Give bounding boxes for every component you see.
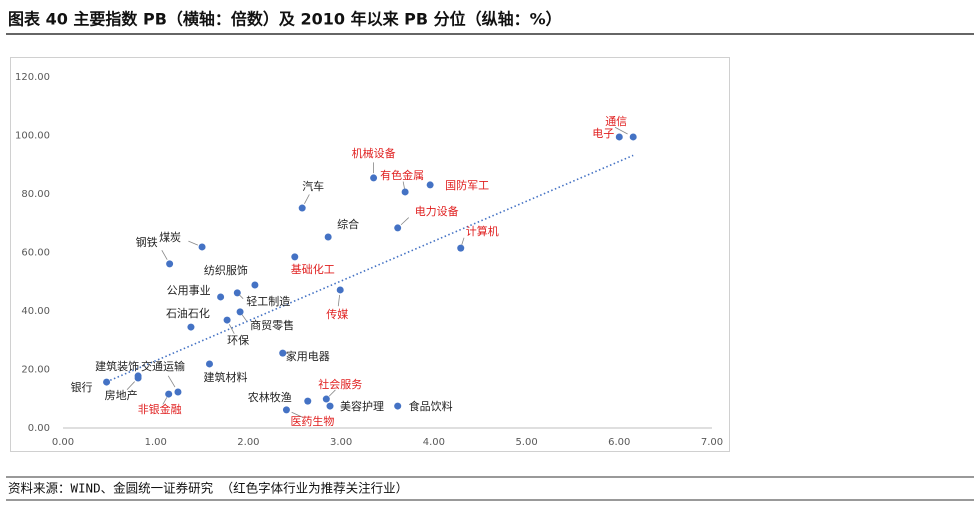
point-label: 机械设备	[352, 146, 396, 160]
x-tick-label: 6.00	[608, 437, 630, 448]
point	[279, 349, 287, 357]
chart-frame	[10, 57, 730, 452]
point-label: 商贸零售	[250, 318, 294, 332]
point	[165, 390, 173, 398]
point-label: 家用电器	[286, 349, 330, 363]
point	[223, 316, 231, 324]
point	[324, 233, 332, 241]
leader-line	[291, 411, 304, 419]
leader-line	[188, 240, 199, 246]
point-label: 美容护理	[340, 399, 384, 413]
y-tick-label: 20.00	[21, 365, 50, 376]
leader-line	[402, 181, 405, 189]
point-label: 纺织服饰	[204, 263, 248, 277]
y-tick-label: 60.00	[21, 248, 50, 259]
chart-title: 图表 40 主要指数 PB（横轴：倍数）及 2010 年以来 PB 分位（纵轴：…	[8, 10, 562, 29]
leader-line	[126, 381, 135, 390]
point-label: 电力设备	[415, 204, 459, 218]
point-label: 轻工制造	[246, 294, 290, 308]
leader-line	[238, 294, 244, 299]
point	[615, 133, 623, 141]
point-label: 农林牧渔	[248, 390, 292, 404]
point	[370, 174, 378, 182]
point-label: 环保	[227, 333, 249, 347]
point	[251, 281, 259, 289]
point-label: 钢铁	[136, 236, 158, 249]
point	[426, 181, 434, 189]
x-tick-label: 0.00	[52, 437, 74, 448]
x-tick-label: 2.00	[237, 437, 259, 448]
point-label: 非银金融	[138, 402, 182, 416]
y-tick-label: 120.00	[15, 72, 50, 83]
point-label: 煤炭	[159, 231, 181, 244]
point	[401, 188, 409, 196]
point	[322, 395, 330, 403]
point-label: 有色金属	[380, 168, 424, 182]
point	[394, 224, 402, 232]
leader-line	[228, 324, 235, 334]
point-label: 房地产	[105, 388, 138, 402]
leader-line	[241, 314, 247, 322]
leader-line	[461, 237, 465, 246]
y-tick-label: 80.00	[21, 189, 50, 200]
point	[282, 406, 290, 414]
point-label: 银行	[71, 380, 93, 394]
point-label: 综合	[337, 217, 359, 231]
point	[457, 244, 465, 252]
point	[236, 308, 244, 316]
point-label: 食品饮料	[409, 399, 453, 413]
leader-line	[337, 294, 341, 307]
point-label: 公用事业	[167, 284, 211, 297]
point-label: 国防军工	[445, 178, 489, 192]
x-tick-label: 5.00	[515, 437, 537, 448]
point-label: 计算机	[466, 224, 499, 238]
source-note: 资料来源：WIND、金圆统一证券研究 （红色字体行业为推荐关注行业）	[8, 481, 408, 496]
point	[166, 260, 174, 268]
leader-line	[162, 397, 168, 405]
leader-line	[328, 389, 336, 397]
point	[394, 402, 402, 410]
point	[629, 133, 637, 141]
point-label: 汽车	[302, 179, 324, 193]
y-tick-label: 100.00	[15, 131, 50, 142]
point	[217, 293, 225, 301]
point-label: 建筑材料	[203, 370, 247, 384]
point-label: 通信	[605, 115, 627, 128]
point	[103, 378, 111, 386]
leader-line	[304, 194, 310, 205]
leader-line	[614, 126, 628, 135]
trendline	[106, 154, 634, 383]
x-tick-label: 4.00	[423, 437, 445, 448]
point	[134, 374, 142, 382]
point	[304, 397, 312, 405]
x-tick-label: 1.00	[145, 437, 167, 448]
x-tick-label: 3.00	[330, 437, 352, 448]
point	[187, 323, 195, 331]
point	[336, 286, 344, 294]
point	[174, 388, 182, 396]
point-label: 建筑装饰	[95, 359, 139, 373]
point-label: 基础化工	[291, 262, 335, 276]
point	[198, 243, 206, 251]
point	[233, 289, 241, 297]
point	[298, 204, 306, 212]
y-tick-label: 40.00	[21, 306, 50, 317]
point	[291, 253, 299, 261]
leader-line	[161, 250, 168, 260]
y-tick-label: 0.00	[28, 423, 50, 434]
leader-line	[167, 375, 176, 388]
x-tick-label: 7.00	[701, 437, 723, 448]
point-label: 交通运输	[141, 359, 185, 373]
point-label: 电子	[592, 127, 614, 140]
point	[205, 360, 213, 368]
point-label: 石油石化	[166, 306, 210, 320]
point-label: 传媒	[326, 308, 348, 321]
point-label: 医药生物	[290, 414, 334, 428]
point	[326, 402, 334, 410]
point-label: 社会服务	[318, 377, 362, 391]
leader-line	[400, 217, 410, 226]
